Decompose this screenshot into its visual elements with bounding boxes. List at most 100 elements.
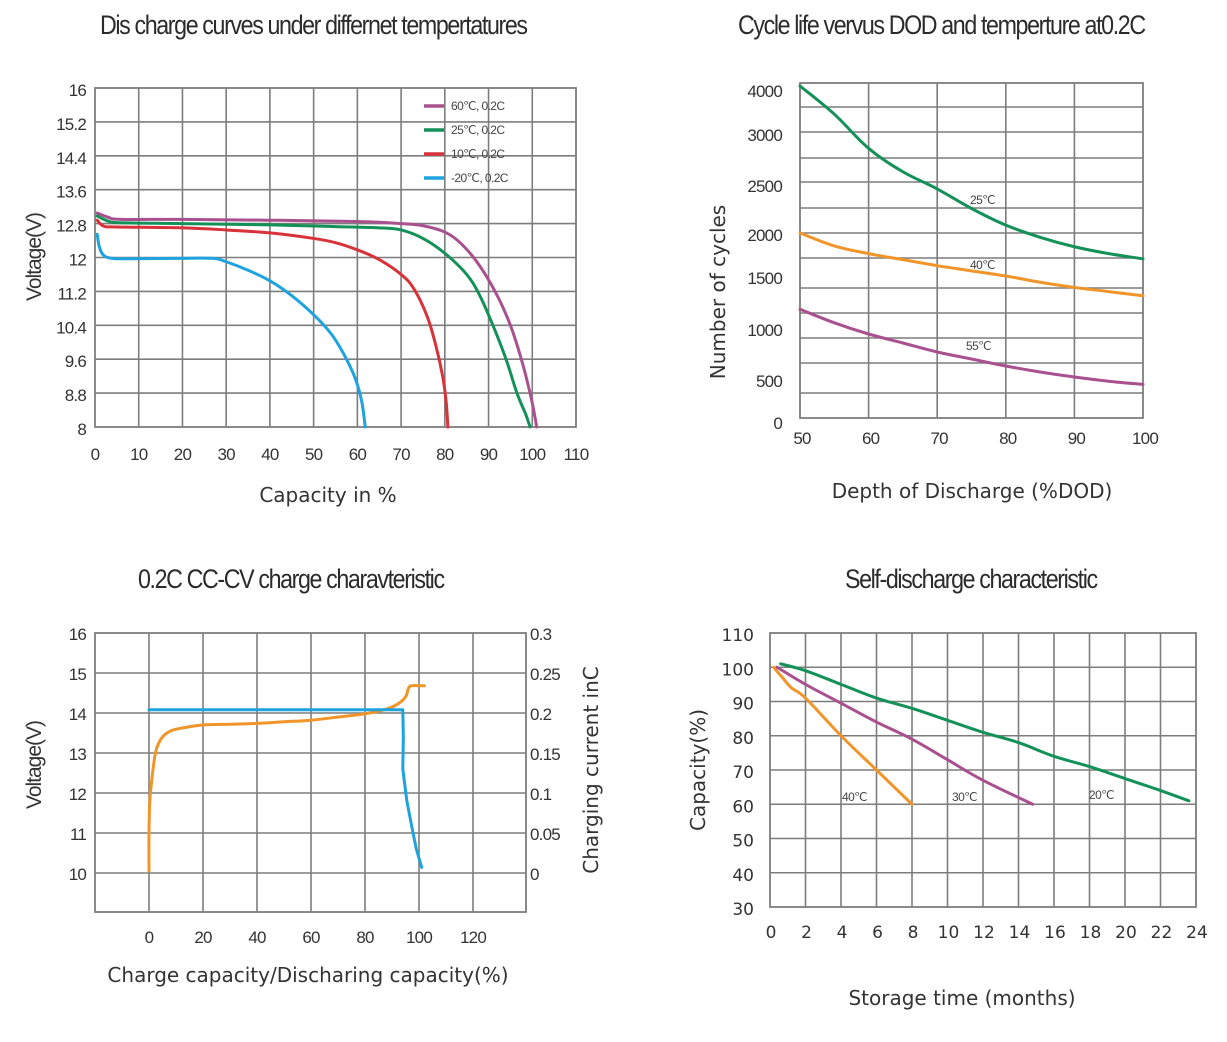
cycle-life-chart: 4000 3000 2500 2000 1500 1000 500 0 50 60 70 80 90 10… xyxy=(706,82,1159,503)
series-line-blue xyxy=(95,232,367,429)
x-tick-label: 4 xyxy=(837,923,848,943)
x-tick-label: 70 xyxy=(931,429,949,448)
y-axis-label: Capacity(%) xyxy=(686,709,710,831)
x-tick-label: 40 xyxy=(248,928,266,947)
y-axis-label: Number of cycles xyxy=(706,205,730,379)
x-tick-label: 100 xyxy=(406,928,432,947)
y-tick-label: 0 xyxy=(773,414,782,433)
series-annotation: 40℃ xyxy=(842,790,867,804)
ccvc-chart-title: 0.2C CC-CV charge charavteristic xyxy=(138,564,445,594)
legend-label: 60℃, 0.2C xyxy=(451,99,505,113)
legend-label: -20℃, 0.2C xyxy=(451,171,509,185)
series-annotation: 25℃ xyxy=(970,193,995,207)
y-tick-label: 16 xyxy=(69,81,87,100)
x-tick-label: 10 xyxy=(130,445,148,464)
x-axis-label: Depth of Discharge (%DOD) xyxy=(832,479,1113,503)
y-tick-label: 15.2 xyxy=(56,115,86,134)
series-line-red xyxy=(95,218,450,429)
plot-frame xyxy=(94,87,577,428)
y-tick-label-right: 0.3 xyxy=(530,625,552,644)
y-tick-label: 12 xyxy=(69,785,87,804)
cycle-life-chart-title: Cycle life vervus DOD and temperture at0… xyxy=(738,10,1146,40)
y-tick-label: 4000 xyxy=(747,82,782,101)
x-tick-label: 18 xyxy=(1080,923,1102,943)
x-tick-label: 80 xyxy=(999,429,1017,448)
series-annotation: 30℃ xyxy=(952,790,977,804)
x-tick-label: 100 xyxy=(1132,429,1158,448)
y-tick-label: 40 xyxy=(732,866,754,886)
x-tick-label: 60 xyxy=(302,928,320,947)
x-tick-label: 0 xyxy=(91,445,100,464)
y-tick-label: 90 xyxy=(732,695,754,715)
y-axis-label-right: Charging current inC xyxy=(579,666,603,873)
y-tick-label: 80 xyxy=(732,729,754,749)
series-line-green xyxy=(798,84,1145,261)
x-tick-label: 20 xyxy=(174,445,192,464)
y-tick-label: 70 xyxy=(732,763,754,783)
discharge-chart-title: Dis charge curves under differnet temper… xyxy=(100,10,528,40)
y-tick-label: 13 xyxy=(69,745,87,764)
x-axis-label: Storage time (months) xyxy=(848,986,1075,1010)
y-tick-label: 15 xyxy=(69,665,87,684)
x-tick-label: 80 xyxy=(356,928,374,947)
ccvc-chart: 16 15 14 13 12 11 10 0.3 0.25 0.2 0.15 0.1 0.05 0 0 20 4… xyxy=(23,625,603,987)
x-axis-label: Charge capacity/Discharing capacity(%) xyxy=(107,963,508,987)
series-line-blue xyxy=(147,708,424,869)
y-axis-label: Voltage(V) xyxy=(23,213,46,301)
x-tick-label: 12 xyxy=(973,923,995,943)
y-tick-label: 10.4 xyxy=(56,318,86,337)
x-tick-label: 0 xyxy=(766,923,777,943)
y-tick-label: 14 xyxy=(69,705,87,724)
y-tick-label: 60 xyxy=(732,797,754,817)
y-tick-label: 110 xyxy=(722,626,754,646)
x-tick-label: 14 xyxy=(1009,923,1031,943)
x-tick-label: 50 xyxy=(793,429,811,448)
x-tick-label: 120 xyxy=(460,928,486,947)
x-tick-label: 22 xyxy=(1151,923,1173,943)
x-tick-label: 2 xyxy=(801,923,812,943)
y-tick-label: 11 xyxy=(70,825,86,844)
y-tick-label: 3000 xyxy=(747,126,782,145)
x-tick-label: 10 xyxy=(938,923,960,943)
x-axis-label: Capacity in % xyxy=(259,483,396,507)
x-tick-label: 70 xyxy=(392,445,410,464)
plot-frame xyxy=(769,632,1197,908)
self-discharge-chart-title: Self-discharge characteristic xyxy=(845,564,1098,594)
series-line-magenta xyxy=(775,665,1035,806)
x-tick-label: 20 xyxy=(194,928,212,947)
y-tick-label: 500 xyxy=(756,372,782,391)
series-annotation: 20℃ xyxy=(1089,788,1114,802)
discharge-chart: 16 15.2 14.4 13.6 12.8 12 11.2 10.4 9.6 8.8 80 10 20… xyxy=(23,81,589,507)
x-tick-label: 110 xyxy=(564,445,589,464)
y-tick-label: 12.8 xyxy=(56,217,86,236)
series-line-orange xyxy=(147,684,426,873)
y-tick-label: 2000 xyxy=(747,226,782,245)
x-tick-label: 100 xyxy=(519,445,545,464)
y-tick-label: 50 xyxy=(732,832,754,852)
plot-frame xyxy=(799,82,1144,419)
x-tick-label: 30 xyxy=(218,445,236,464)
series-line-orange xyxy=(772,665,914,806)
y-tick-label: 100 xyxy=(722,660,754,680)
series-annotation: 40℃ xyxy=(970,258,995,272)
y-tick-label-right: 0.25 xyxy=(530,665,560,684)
legend-label: 25℃, 0.2C xyxy=(451,123,505,137)
x-tick-label: 6 xyxy=(872,923,883,943)
x-tick-label: 8 xyxy=(908,923,919,943)
plot-frame xyxy=(94,632,527,913)
y-tick-label: 11.2 xyxy=(57,284,86,303)
series-line-magenta xyxy=(798,307,1145,386)
series-annotation: 55℃ xyxy=(966,339,991,353)
y-tick-label: 14.4 xyxy=(56,149,86,168)
y-axis-label: Voltage(V) xyxy=(23,721,46,809)
legend-label: 10℃, 0.2C xyxy=(451,147,505,161)
x-tick-label: 50 xyxy=(305,445,323,464)
y-tick-label: 16 xyxy=(69,625,87,644)
y-tick-label: 12 xyxy=(69,251,87,270)
x-tick-label: 24 xyxy=(1186,923,1208,943)
y-tick-label: 8.8 xyxy=(65,386,87,405)
x-tick-label: 60 xyxy=(349,445,367,464)
series-line-green xyxy=(95,214,532,429)
